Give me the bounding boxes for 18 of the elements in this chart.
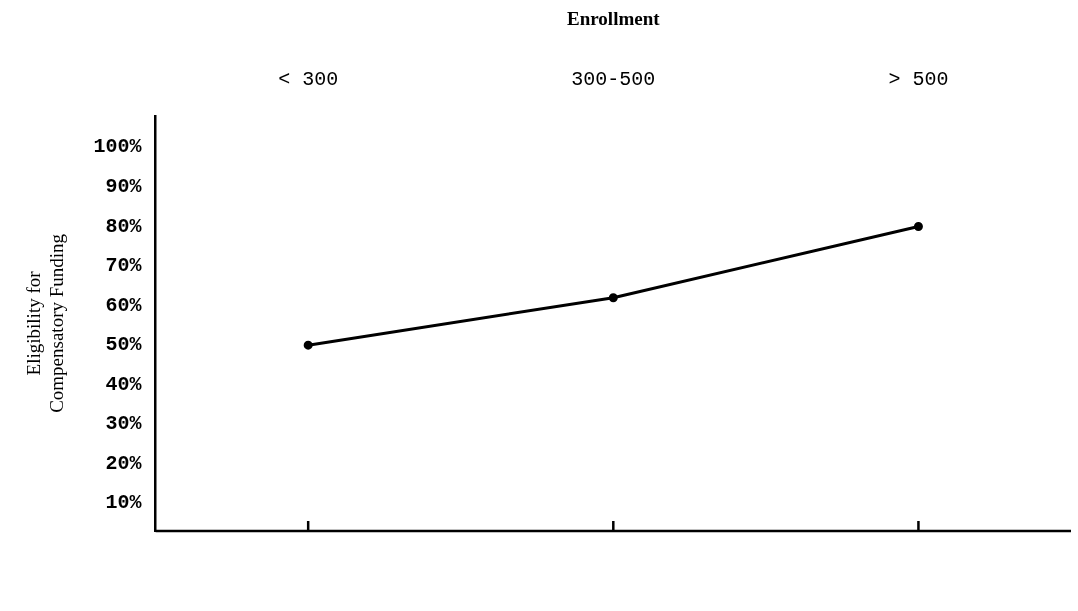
y-tick-label: 20% xyxy=(105,451,143,475)
point xyxy=(913,222,923,232)
x-tick-label: < 300 xyxy=(278,68,339,92)
y-tick-label: 40% xyxy=(105,372,143,396)
y-tick-label: 100% xyxy=(93,135,143,159)
y-tick-label: 50% xyxy=(105,333,143,357)
y-tick-label: 10% xyxy=(105,491,143,515)
y-tick-label: 80% xyxy=(105,214,143,238)
x-axis-title: Enrollment xyxy=(567,8,661,30)
point xyxy=(608,293,618,303)
y-tick-label: 90% xyxy=(105,175,143,199)
point xyxy=(303,340,313,350)
y-tick-label: 70% xyxy=(105,254,143,278)
y-axis-title: Eligibility for Compensatory Funding xyxy=(23,233,68,413)
x-tick-label: > 500 xyxy=(888,68,949,92)
y-tick-label: 60% xyxy=(105,293,143,317)
x-tick-label: 300-500 xyxy=(571,68,656,92)
y-tick-label: 30% xyxy=(105,412,143,436)
